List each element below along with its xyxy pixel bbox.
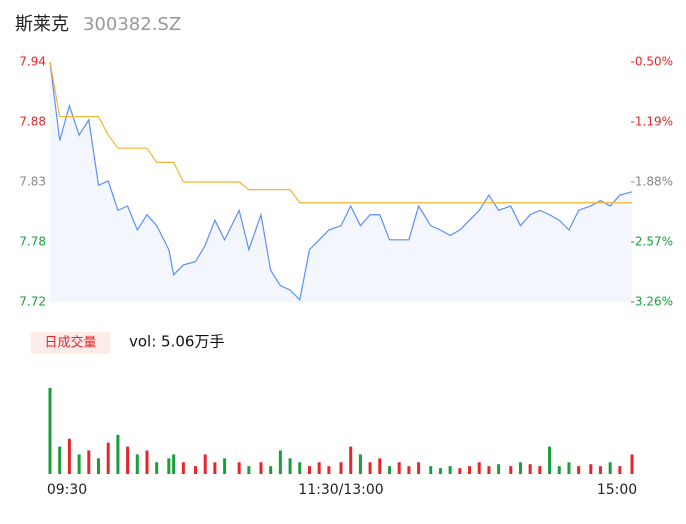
volume-bar: [288, 458, 292, 474]
volume-bar: [589, 464, 593, 474]
volume-bar: [497, 464, 501, 474]
y-tick-label: 7.83: [19, 175, 46, 189]
volume-bar: [181, 462, 185, 474]
volume-bar: [213, 462, 217, 474]
volume-bar: [577, 466, 581, 474]
volume-bar: [407, 466, 411, 474]
volume-bar: [278, 450, 282, 474]
y2-tick-label: -3.26%: [631, 295, 673, 309]
price-area: [50, 62, 632, 302]
volume-bar: [247, 466, 251, 474]
volume-bar: [518, 462, 522, 474]
x-tick-label: 09:30: [47, 482, 87, 498]
volume-bar: [358, 454, 362, 474]
volume-bar: [307, 466, 311, 474]
volume-bar: [608, 462, 612, 474]
volume-bar: [429, 466, 433, 474]
volume-bar: [145, 450, 149, 474]
volume-bar: [106, 442, 110, 474]
volume-bar: [269, 466, 273, 474]
volume-bar: [598, 466, 602, 474]
volume-bar: [116, 434, 120, 474]
volume-bar: [67, 438, 71, 474]
volume-bar: [167, 458, 171, 474]
volume-bar: [327, 466, 331, 474]
volume-bar: [317, 462, 321, 474]
volume-bar: [378, 458, 382, 474]
volume-bar: [298, 462, 302, 474]
volume-bar: [259, 462, 263, 474]
volume-bar: [97, 458, 100, 474]
volume-bar: [48, 387, 52, 474]
volume-bar: [237, 462, 241, 474]
y2-tick-label: -1.19%: [631, 115, 673, 129]
volume-badge: [31, 332, 110, 354]
volume-bar: [528, 464, 532, 474]
y2-tick-label: -2.57%: [631, 235, 673, 249]
volume-label: 日成交量: [44, 335, 96, 351]
volume-bar: [487, 466, 491, 474]
y-tick-label: 7.72: [19, 295, 46, 309]
volume-bar: [58, 446, 62, 474]
volume-bar: [155, 462, 159, 474]
volume-bar: [477, 462, 481, 474]
volume-bar: [557, 466, 561, 474]
volume-bar: [618, 466, 622, 474]
average-line: [49, 61, 632, 204]
volume-bar: [417, 462, 421, 474]
volume-bar: [368, 462, 372, 474]
volume-bar: [538, 466, 542, 474]
volume-bar: [397, 462, 401, 474]
volume-bar: [567, 462, 571, 474]
volume-bar: [458, 468, 462, 474]
volume-bar: [126, 446, 130, 474]
x-tick-label: 15:00: [597, 482, 637, 498]
y-tick-label: 7.78: [19, 235, 46, 249]
volume-bar: [388, 466, 391, 474]
volume-bar: [630, 454, 634, 474]
volume-bar: [468, 466, 472, 474]
volume-bar: [339, 462, 343, 474]
volume-bar: [172, 454, 176, 474]
y-tick-label: 7.94: [19, 55, 46, 69]
volume-bar: [223, 458, 227, 474]
volume-bar: [194, 466, 197, 474]
chart-title: 斯莱克: [15, 14, 69, 35]
volume-bar: [87, 450, 91, 474]
volume-bar: [509, 466, 513, 474]
volume-bar: [135, 454, 139, 474]
volume-total: vol: 5.06万手: [129, 333, 224, 351]
volume-bar: [77, 454, 81, 474]
price-line: [49, 61, 633, 302]
chart-subtitle: 300382.SZ: [83, 14, 181, 35]
volume-bar: [548, 446, 552, 474]
y-tick-label: 7.88: [19, 115, 46, 129]
volume-bar: [448, 466, 452, 474]
volume-bar: [203, 454, 207, 474]
y2-tick-label: -0.50%: [631, 55, 673, 69]
volume-bar: [438, 468, 442, 474]
y2-tick-label: -1.88%: [631, 175, 673, 189]
x-tick-label: 11:30/13:00: [298, 482, 383, 498]
volume-bar: [349, 446, 353, 474]
